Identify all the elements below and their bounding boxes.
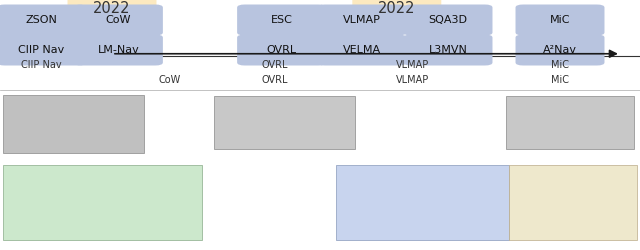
Text: SQA3D: SQA3D <box>429 15 467 25</box>
FancyBboxPatch shape <box>404 34 493 66</box>
Bar <box>336 165 509 240</box>
Text: A²Nav: A²Nav <box>543 45 577 55</box>
Text: ESC: ESC <box>271 15 292 25</box>
Text: VELMA: VELMA <box>342 45 381 55</box>
FancyBboxPatch shape <box>317 34 406 66</box>
Text: VLMAP: VLMAP <box>396 60 429 70</box>
Bar <box>506 96 634 149</box>
FancyBboxPatch shape <box>68 0 156 24</box>
FancyBboxPatch shape <box>74 4 163 36</box>
Text: 2022: 2022 <box>93 1 131 16</box>
FancyBboxPatch shape <box>516 4 605 36</box>
Bar <box>214 96 355 149</box>
Text: CoW: CoW <box>159 75 180 85</box>
FancyBboxPatch shape <box>74 34 163 66</box>
Text: MiC: MiC <box>551 75 569 85</box>
Text: CoW: CoW <box>106 15 131 25</box>
Text: OVRL: OVRL <box>266 45 297 55</box>
FancyBboxPatch shape <box>0 34 86 66</box>
Text: LM-Nav: LM-Nav <box>97 45 140 55</box>
FancyBboxPatch shape <box>0 4 86 36</box>
Text: MiC: MiC <box>550 15 570 25</box>
Text: OVRL: OVRL <box>262 75 289 85</box>
Text: ZSON: ZSON <box>26 15 58 25</box>
Bar <box>3 95 144 152</box>
Text: 2022: 2022 <box>378 1 415 16</box>
FancyBboxPatch shape <box>516 34 605 66</box>
Text: VLMAP: VLMAP <box>396 75 429 85</box>
Text: OVRL: OVRL <box>262 60 289 70</box>
Bar <box>509 165 637 240</box>
FancyBboxPatch shape <box>404 4 493 36</box>
Text: MiC: MiC <box>551 60 569 70</box>
Bar <box>3 165 202 240</box>
FancyBboxPatch shape <box>352 0 442 24</box>
FancyBboxPatch shape <box>237 4 326 36</box>
FancyBboxPatch shape <box>237 34 326 66</box>
Text: ClIP Nav: ClIP Nav <box>21 60 62 70</box>
Text: L3MVN: L3MVN <box>429 45 467 55</box>
FancyBboxPatch shape <box>317 4 406 36</box>
Text: VLMAP: VLMAP <box>342 15 381 25</box>
Text: ClIP Nav: ClIP Nav <box>19 45 65 55</box>
